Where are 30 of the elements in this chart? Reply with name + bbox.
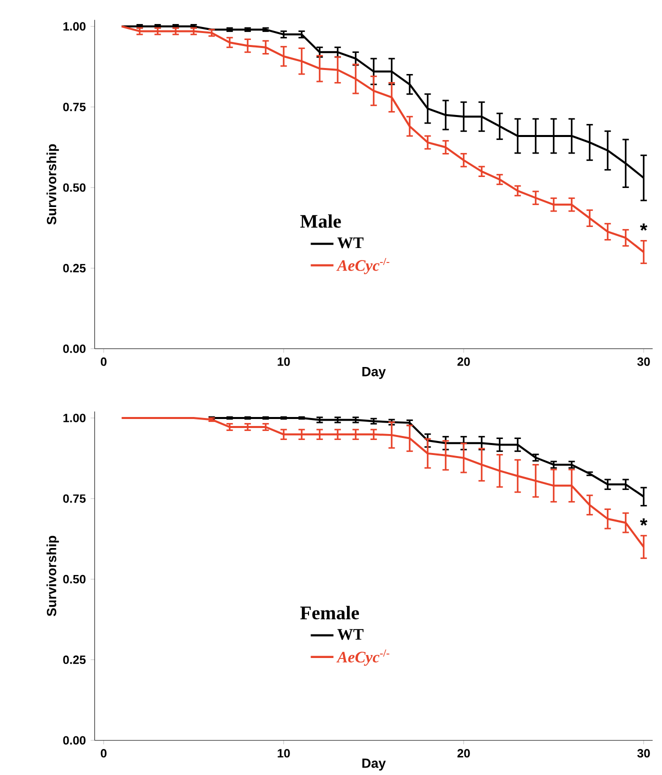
annotation: * — [640, 518, 648, 526]
x-tick-label: 30 — [637, 749, 650, 758]
y-tick-label: 0.00 — [63, 344, 86, 353]
legend-title: Female — [300, 606, 360, 620]
y-tick-label: 0.75 — [63, 494, 86, 503]
y-tick-label: 0.50 — [63, 574, 86, 584]
y-axis-title: Survivorship — [46, 536, 60, 616]
y-tick-label: 0.25 — [63, 264, 86, 272]
legend-label: AeCyc$^{-/-}$ — [336, 650, 390, 666]
legend-label: WT — [338, 629, 364, 640]
x-tick-label: 30 — [637, 357, 650, 366]
x-tick-label: 10 — [278, 357, 290, 366]
y-tick-label: 1.00 — [64, 414, 86, 422]
y-tick-label: 0.00 — [63, 736, 86, 745]
y-axis-title: Survivorship — [46, 144, 60, 225]
x-axis-title: Day — [362, 758, 386, 771]
x-tick-label: 20 — [458, 357, 470, 366]
x-axis-title: Day — [362, 367, 386, 379]
y-tick-label: 0.25 — [63, 656, 86, 664]
x-tick-label: 0 — [100, 749, 107, 758]
annotation: * — [640, 224, 648, 231]
y-tick-label: 0.75 — [63, 102, 86, 112]
y-tick-label: 0.50 — [63, 183, 86, 192]
legend-label: AeCyc$^{-/-}$ — [336, 258, 390, 274]
legend-title: Male — [300, 214, 342, 228]
legend-label: WT — [338, 238, 364, 248]
x-tick-label: 0 — [100, 357, 107, 366]
x-tick-label: 10 — [278, 749, 290, 758]
y-tick-label: 1.00 — [64, 22, 86, 31]
x-tick-label: 20 — [458, 749, 470, 758]
